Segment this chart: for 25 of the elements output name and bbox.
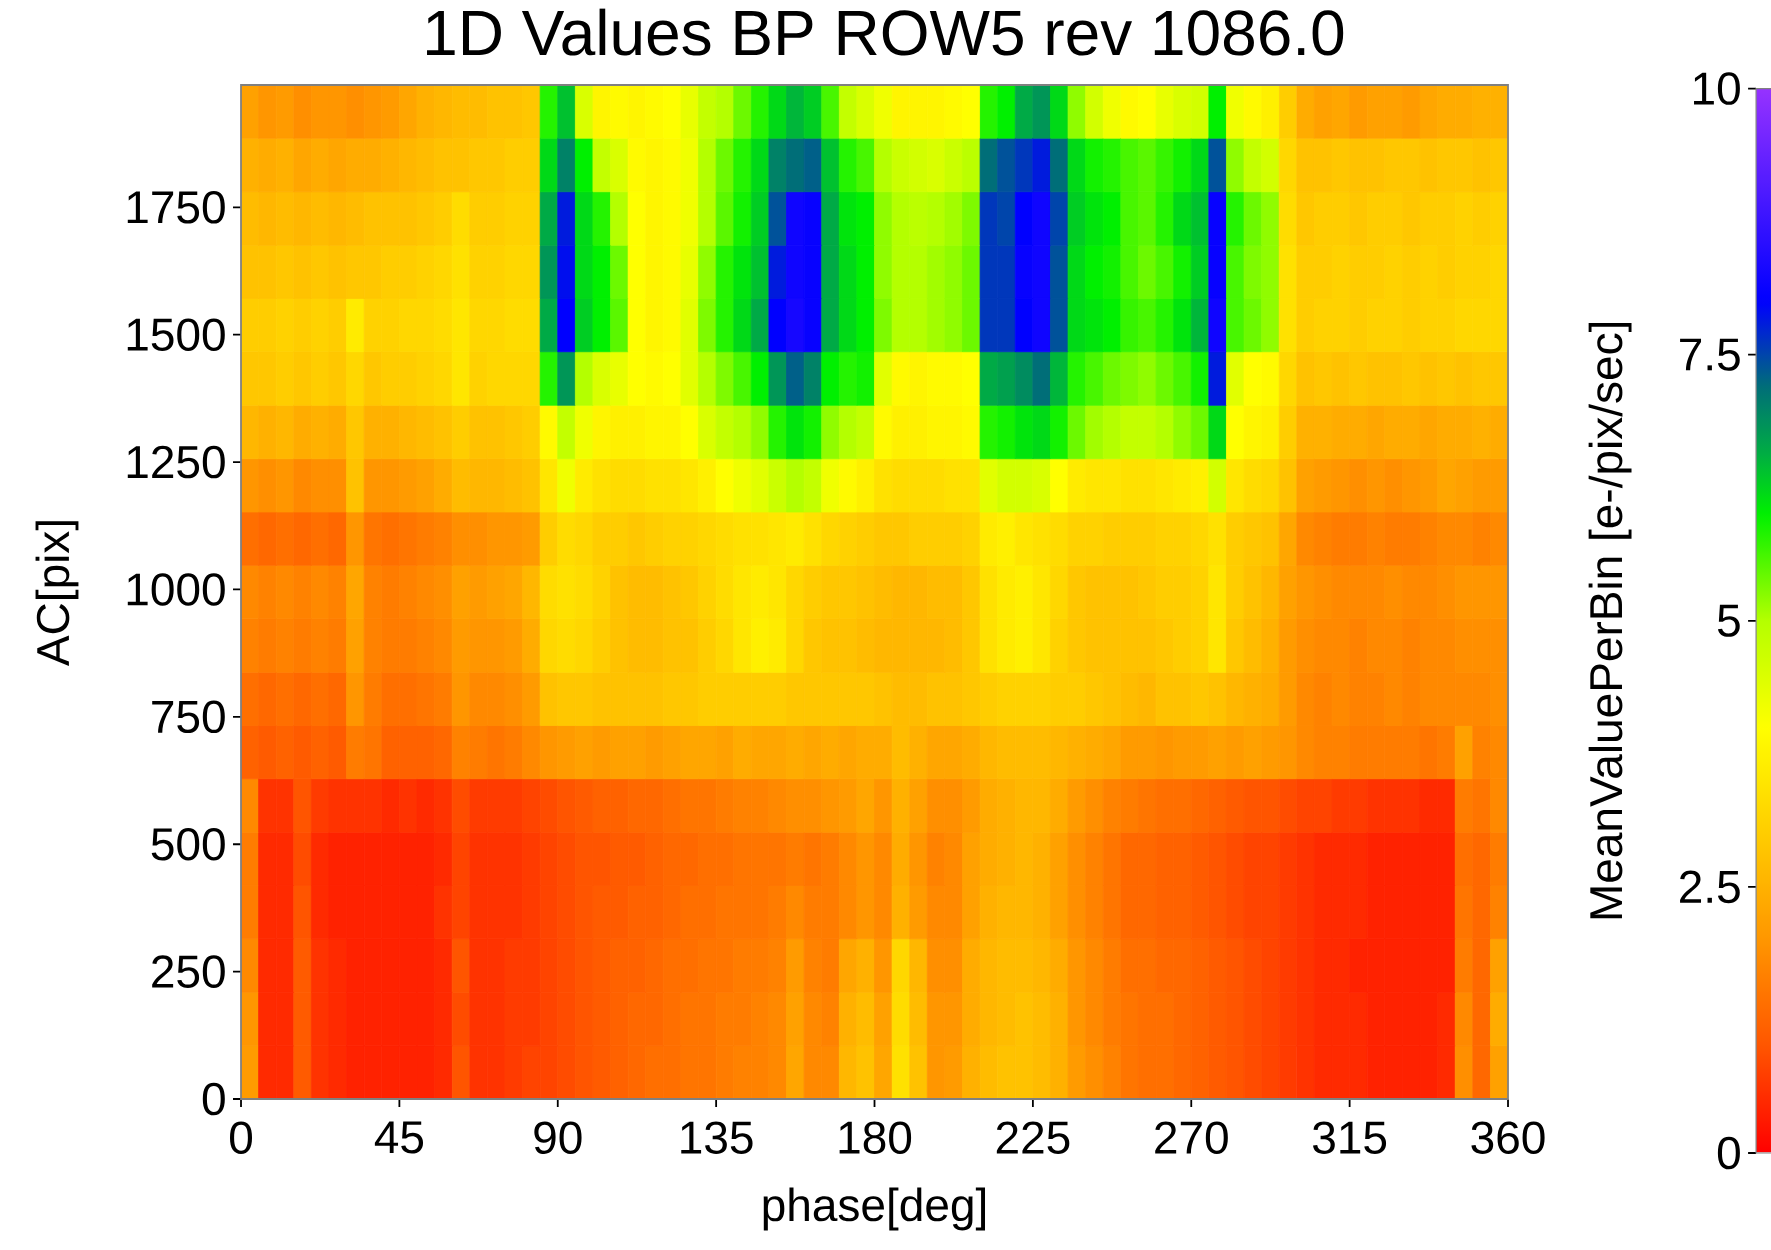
y-tick-label: 250	[152, 955, 225, 988]
y-tick-label: 0	[202, 1082, 225, 1116]
x-tick-label: 45	[374, 1121, 424, 1154]
color-bar-label: 7.5	[1680, 338, 1740, 371]
color-bar-title: MeanValuePerBin [e-/pix/sec]	[1588, 322, 1632, 919]
x-tick-label: 180	[839, 1121, 912, 1154]
x-tick-label: 315	[1313, 1121, 1387, 1154]
color-bar-label: 10	[1694, 72, 1740, 105]
y-axis-title: AC[pix]	[35, 521, 79, 667]
chart-title: 1D Values BP ROW5 rev 1086.0	[427, 8, 1344, 56]
color-bar-label: 2.5	[1680, 870, 1740, 904]
x-tick-label: 0	[230, 1121, 253, 1154]
x-tick-label: 135	[681, 1121, 753, 1154]
y-tick-label: 500	[151, 827, 225, 861]
y-tick-label: 1500	[127, 318, 225, 351]
y-tick-label: 1000	[127, 573, 225, 606]
y-tick-label: 750	[152, 700, 225, 734]
x-axis-title: phase[deg]	[763, 1187, 986, 1231]
y-tick-label: 1750	[127, 191, 225, 224]
x-tick-label: 225	[996, 1121, 1070, 1154]
y-tick-label: 1250	[127, 445, 225, 479]
color-bar-label: 5	[1717, 604, 1740, 637]
x-tick-label: 270	[1155, 1121, 1228, 1154]
x-tick-label: 360	[1471, 1121, 1545, 1154]
x-tick-label: 90	[534, 1121, 582, 1154]
